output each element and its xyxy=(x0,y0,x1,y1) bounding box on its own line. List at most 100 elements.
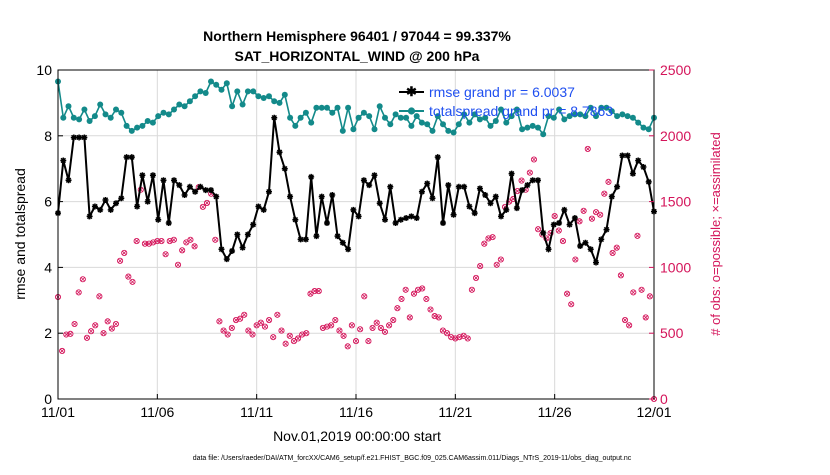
obs-assimilated-marker-131 xyxy=(597,212,603,218)
obs-assimilated-marker-48 xyxy=(254,323,259,328)
obs-assimilated-marker-18 xyxy=(130,279,135,285)
rmse-point-102 xyxy=(592,259,599,266)
x-tick-label-0: 11/01 xyxy=(41,404,75,420)
totalspread-point-65 xyxy=(397,114,404,121)
rmse-point-18 xyxy=(149,172,156,179)
rmse-point-77 xyxy=(461,183,468,190)
obs-assimilated-marker-103 xyxy=(482,241,487,246)
obs-possible-marker-100 xyxy=(468,286,475,293)
y-axis-label-left: rmse and totalspread xyxy=(12,168,28,300)
rmse-point-61 xyxy=(376,200,383,207)
obs-possible-marker-54 xyxy=(278,327,285,334)
obs-assimilated-marker-31 xyxy=(184,240,189,245)
totalspread-series xyxy=(55,78,657,138)
rmse-point-95 xyxy=(556,219,563,226)
totalspread-point-107 xyxy=(619,111,626,118)
rmse-point-2 xyxy=(65,177,72,184)
obs-assimilated-marker-6 xyxy=(80,276,86,282)
totalspread-point-105 xyxy=(608,108,615,115)
totalspread-point-25 xyxy=(186,98,193,105)
rmse-point-93 xyxy=(545,246,552,253)
totalspread-point-84 xyxy=(498,106,504,113)
rmse-point-57 xyxy=(355,213,362,220)
totalspread-point-21 xyxy=(165,111,172,118)
obs-assimilated-marker-112 xyxy=(519,178,524,183)
obs-assimilated-marker-94 xyxy=(444,330,450,336)
totalspread-point-11 xyxy=(113,106,119,113)
obs-possible-marker-16 xyxy=(121,249,128,256)
obs-assimilated-marker-139 xyxy=(631,290,636,295)
rmse-point-51 xyxy=(323,219,330,226)
rmse-point-69 xyxy=(418,188,425,195)
obs-assimilated-marker-29 xyxy=(175,262,181,268)
rmse-point-27 xyxy=(197,183,204,190)
obs-assimilated-marker-58 xyxy=(295,336,301,341)
obs-assimilated-marker-33 xyxy=(192,244,197,249)
obs-possible-marker-13 xyxy=(108,325,115,332)
obs-assimilated-marker-142 xyxy=(643,315,649,320)
obs-possible-marker-72 xyxy=(352,338,360,345)
obs-possible-marker-134 xyxy=(609,249,616,256)
obs-possible-marker-83 xyxy=(398,295,405,303)
obs-possible-marker-137 xyxy=(621,316,629,324)
right-tick-label-1: 500 xyxy=(660,325,684,341)
totalspread-point-42 xyxy=(276,99,283,106)
obs-possible-marker-140 xyxy=(634,232,641,239)
obs-possible-marker-12 xyxy=(104,318,111,325)
obs-assimilated-marker-73 xyxy=(357,326,363,332)
totalspread-point-44 xyxy=(287,114,294,121)
obs-possible-marker-66 xyxy=(328,322,335,329)
rmse-point-45 xyxy=(292,216,299,223)
totalspread-point-106 xyxy=(614,113,621,120)
obs-assimilated-marker-60 xyxy=(304,330,309,336)
obs-possible-marker-5 xyxy=(75,289,82,296)
obs-assimilated-marker-90 xyxy=(428,307,433,312)
obs-possible-marker-129 xyxy=(588,215,595,222)
totalspread-point-20 xyxy=(160,109,167,116)
totalspread-point-18 xyxy=(149,119,156,126)
rmse-point-80 xyxy=(476,185,483,192)
obs-assimilated-marker-78 xyxy=(378,325,384,331)
obs-assimilated-marker-51 xyxy=(266,317,272,323)
obs-assimilated-marker-93 xyxy=(440,328,446,333)
obs-assimilated-marker-102 xyxy=(477,263,483,269)
totalspread-point-12 xyxy=(118,109,125,116)
left-tick-label-3: 6 xyxy=(44,194,52,210)
obs-assimilated-marker-7 xyxy=(84,335,90,341)
obs-assimilated-marker-52 xyxy=(270,334,276,340)
obs-possible-marker-53 xyxy=(274,311,281,318)
obs-possible-marker-124 xyxy=(568,301,575,308)
totalspread-point-36 xyxy=(244,88,251,95)
obs-assimilated-marker-5 xyxy=(76,290,81,295)
totalspread-point-76 xyxy=(455,121,462,128)
rmse-point-19 xyxy=(155,216,162,223)
obs-possible-marker-73 xyxy=(357,326,364,333)
legend-spread-marker xyxy=(407,107,416,115)
rmse-point-9 xyxy=(102,196,109,203)
rmse-point-39 xyxy=(260,206,267,213)
totalspread-point-8 xyxy=(97,101,104,108)
totalspread-point-55 xyxy=(345,104,352,111)
obs-assimilated-marker-45 xyxy=(241,312,247,318)
obs-possible-marker-39 xyxy=(216,318,223,325)
totalspread-point-32 xyxy=(223,80,230,87)
rmse-point-23 xyxy=(176,182,183,189)
obs-assimilated-marker-138 xyxy=(626,323,632,328)
obs-possible-marker-131 xyxy=(597,211,604,218)
totalspread-point-3 xyxy=(70,114,77,121)
obs-possible-marker-106 xyxy=(493,261,500,268)
rmse-point-5 xyxy=(81,134,88,141)
legend-rmse-marker: ✱ xyxy=(406,84,417,99)
totalspread-point-88 xyxy=(519,126,526,133)
obs-possible-marker-36 xyxy=(203,199,211,206)
obs-assimilated-marker-68 xyxy=(337,328,342,333)
rmse-point-71 xyxy=(429,195,436,202)
rmse-point-22 xyxy=(171,177,178,184)
obs-possible-marker-45 xyxy=(241,311,248,318)
totalspread-point-78 xyxy=(466,119,473,126)
totalspread-point-62 xyxy=(382,114,388,121)
rmse-point-30 xyxy=(213,193,220,200)
obs-possible-marker-41 xyxy=(224,331,231,338)
rmse-point-109 xyxy=(629,170,636,177)
rmse-point-63 xyxy=(387,183,394,190)
